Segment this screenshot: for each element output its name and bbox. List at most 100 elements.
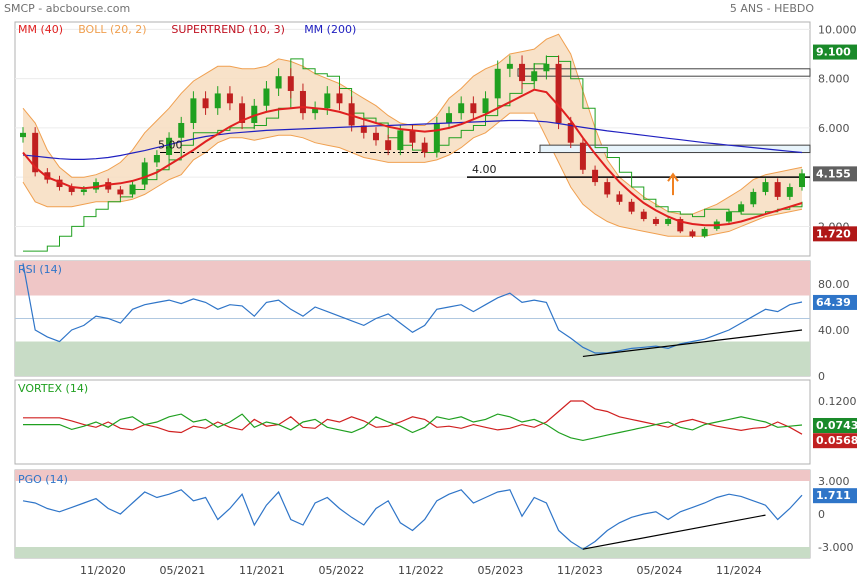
- price-badge-bg: [813, 166, 857, 182]
- candle-body: [774, 182, 781, 197]
- pgo-badge-bg: [813, 488, 857, 504]
- candle-body: [519, 63, 526, 82]
- candle-body: [239, 103, 246, 123]
- candle-body: [421, 142, 428, 153]
- rsi-oversold-zone: [15, 341, 810, 376]
- candle-body: [141, 162, 148, 185]
- candle-body: [153, 155, 160, 163]
- candle-body: [470, 103, 477, 114]
- candle-body: [178, 122, 185, 138]
- candle-body: [506, 63, 513, 69]
- candle-body: [433, 122, 440, 153]
- candle-body: [397, 130, 404, 151]
- bollinger-lower-line: [22, 112, 803, 237]
- candle-body: [738, 204, 745, 212]
- candle-body: [336, 93, 343, 104]
- y-tick-label: 6.000: [818, 122, 850, 135]
- level-label: 4.00: [472, 163, 497, 176]
- candle-body: [567, 122, 574, 143]
- x-tick-label: 11/2023: [557, 564, 603, 577]
- candle-body: [385, 140, 392, 151]
- pgo-upper-zone: [15, 470, 810, 481]
- rsi-badge: 64.39: [816, 296, 851, 309]
- candle-body: [628, 201, 635, 212]
- candle-body: [482, 98, 489, 114]
- x-tick-label: 05/2023: [478, 564, 524, 577]
- candle-body: [348, 103, 355, 126]
- candle-body: [750, 191, 757, 205]
- candle-body: [592, 169, 599, 183]
- x-tick-label: 11/2021: [239, 564, 285, 577]
- legend-entry: MM (200): [304, 23, 356, 36]
- x-tick-label: 11/2020: [80, 564, 126, 577]
- candle-body: [640, 211, 647, 220]
- candle-body: [80, 189, 87, 192]
- candle-body: [555, 63, 562, 123]
- rsi-trendline: [582, 329, 803, 358]
- candle-body: [725, 211, 732, 222]
- rsi-tick-label: 80.00: [818, 278, 850, 291]
- candle-body: [202, 98, 209, 109]
- candle-body: [579, 142, 586, 170]
- candle-body: [214, 93, 221, 109]
- pgo-tick-label: -3.000: [818, 541, 853, 554]
- candle-body: [543, 63, 550, 72]
- vortex-minus-badge-bg: [813, 433, 857, 449]
- candle-body: [166, 137, 173, 156]
- candle-body: [68, 187, 75, 192]
- candle-body: [32, 132, 39, 173]
- candle-body: [226, 93, 233, 104]
- resistance-zone: [517, 68, 811, 77]
- legend-entry: BOLL (20, 2): [78, 23, 146, 36]
- x-tick-label: 05/2021: [160, 564, 206, 577]
- candle-body: [129, 184, 136, 195]
- candle-body: [701, 228, 708, 237]
- legend-entry: VORTEX (14): [18, 382, 88, 395]
- candle-body: [360, 125, 367, 133]
- panel-frame: [14, 379, 811, 465]
- x-tick-label: 11/2022: [398, 564, 444, 577]
- x-tick-label: 11/2024: [716, 564, 762, 577]
- rsi-line: [22, 263, 803, 354]
- candle-body: [20, 132, 26, 138]
- pgo-line: [22, 489, 803, 550]
- candle-body: [604, 182, 611, 195]
- candle-body: [786, 187, 793, 197]
- candle-body: [312, 108, 319, 114]
- candle-body: [531, 71, 538, 82]
- candle-body: [251, 105, 258, 123]
- pgo-lower-zone: [15, 547, 810, 558]
- supertrend-line: [23, 56, 803, 252]
- vortex-minus-badge: 0.0568: [816, 434, 858, 447]
- legend-entry: RSI (14): [18, 263, 62, 276]
- price-badge-bg: [813, 44, 857, 60]
- candle-body: [299, 90, 306, 114]
- panel-frame: [14, 469, 811, 559]
- price-badge: 9.100: [816, 46, 851, 59]
- candle-body: [458, 103, 465, 114]
- candle-body: [93, 182, 100, 190]
- vortex-minus-line: [23, 400, 803, 435]
- price-badge: 1.720: [816, 227, 851, 240]
- vortex-plus-badge: 0.0743: [816, 419, 858, 432]
- vortex-plus-line: [23, 413, 803, 442]
- candle-body: [652, 219, 659, 224]
- pgo-trendline: [582, 514, 766, 550]
- candle-body: [287, 76, 294, 91]
- legend-entry: MM (40): [18, 23, 63, 36]
- candle-body: [665, 219, 672, 224]
- candle-body: [446, 113, 453, 123]
- candle-body: [762, 182, 769, 192]
- chart-source-title: SMCP - abcbourse.com: [4, 2, 131, 15]
- legend-entry: SUPERTREND (10, 3): [171, 23, 285, 36]
- pgo-badge: 1.711: [816, 489, 851, 502]
- candle-body: [275, 76, 282, 89]
- pgo-tick-label: 0: [818, 508, 825, 521]
- vortex-tick-label: 0.1200: [818, 395, 857, 408]
- candle-body: [689, 231, 696, 237]
- candle-body: [324, 93, 331, 109]
- candle-body: [494, 68, 501, 99]
- rsi-badge-bg: [813, 294, 857, 310]
- candle-body: [616, 194, 623, 202]
